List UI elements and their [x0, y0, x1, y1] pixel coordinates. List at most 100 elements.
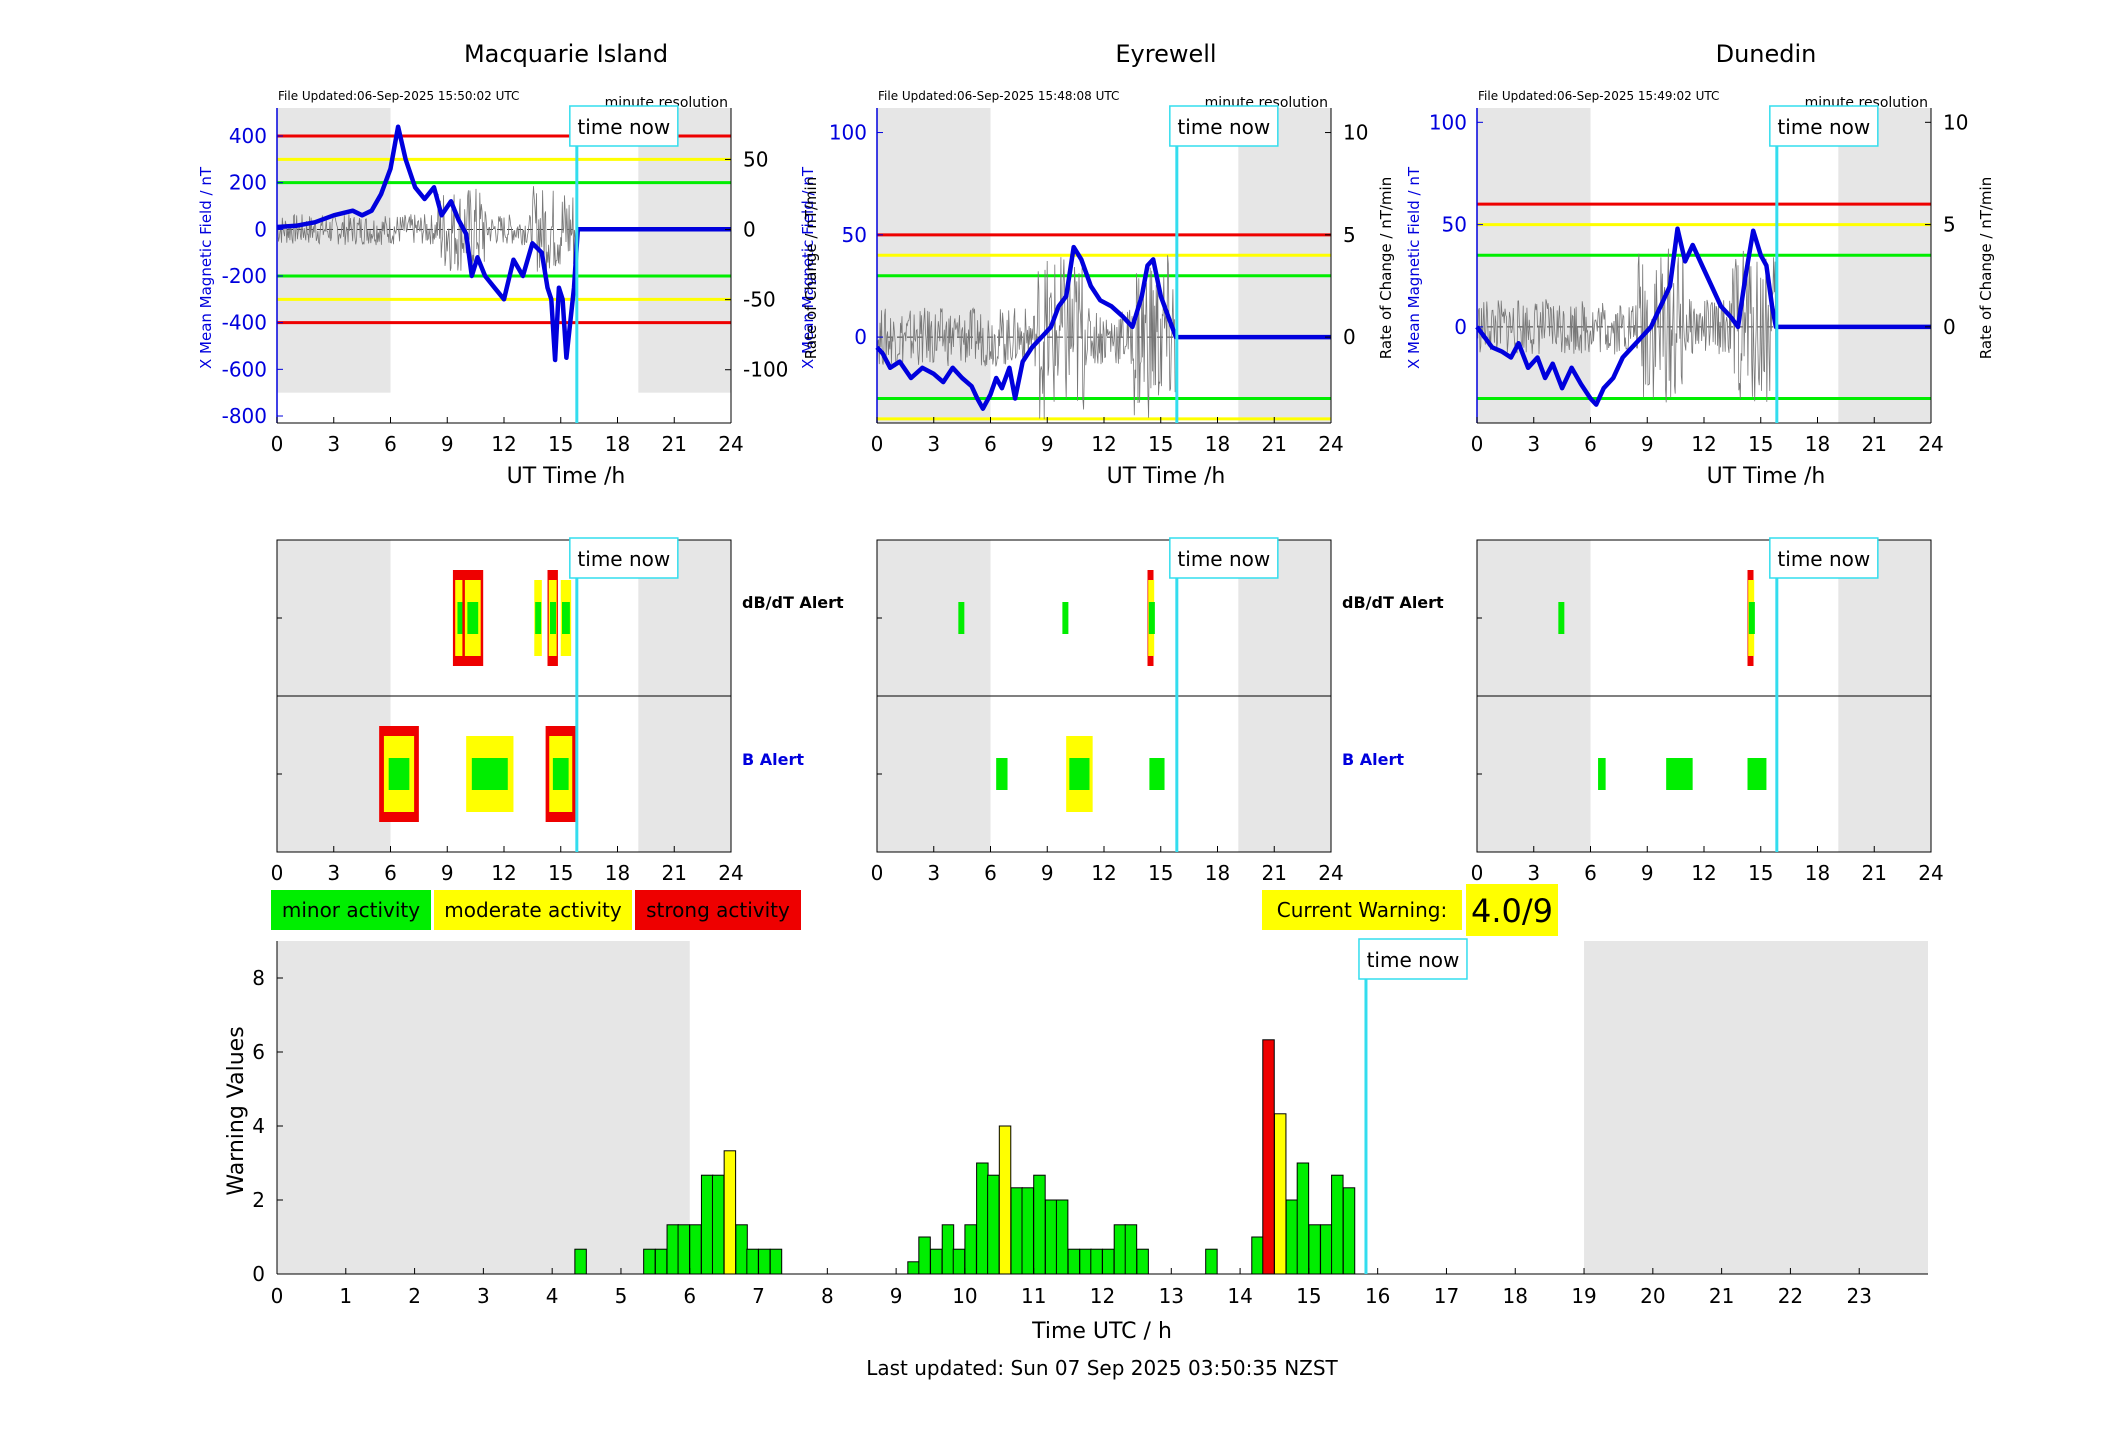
y-left-tick-label: 200: [229, 171, 267, 195]
warning-bar-minor: [1055, 1199, 1069, 1275]
now-label: time now: [1777, 115, 1870, 139]
x-tick-label: 6: [1584, 861, 1597, 885]
y-left-tick-label: -200: [222, 264, 267, 288]
x-tick-label: 0: [871, 432, 884, 456]
warning-bar-minor: [1067, 1248, 1081, 1275]
x-tick-label: 21: [1709, 1284, 1734, 1308]
warning-bar-minor: [1331, 1174, 1344, 1275]
xlabel-dunedin: UT Time /h: [1707, 464, 1826, 489]
y-left-tick-label: 50: [842, 223, 867, 247]
row-label-b-macquarie: B Alert: [742, 750, 804, 769]
x-tick-label: 8: [821, 1284, 834, 1308]
warning-bar-minor: [1308, 1224, 1321, 1275]
alert-event-minor: [552, 758, 569, 790]
macquarie-alert-plot: 0 3 6 9 12 15 18 21 24 time now: [271, 537, 744, 885]
x-tick-label: 24: [1318, 861, 1343, 885]
x-tick-label: 15: [1748, 432, 1773, 456]
warning-bar-strong: [1262, 1039, 1275, 1275]
macquarie-field-plot: 0 3 6 9 12 15 18 21 24 400 200 0 -200 -400 -600 -800 50 0…: [222, 105, 788, 456]
y-left-tick-label: 100: [1429, 110, 1467, 134]
eyrewell-alert-plot: 0 3 6 9 12 15 18 21 24 time now: [871, 537, 1344, 885]
ylabel-right-macquarie: Rate of Change / nT/min: [802, 177, 820, 359]
x-tick-label: 7: [752, 1284, 765, 1308]
alert-event-minor: [1748, 602, 1755, 634]
x-tick-label: 18: [1805, 432, 1830, 456]
x-tick-label: 21: [662, 861, 687, 885]
warning-bar-moderate: [723, 1150, 737, 1275]
x-tick-label: 3: [327, 432, 340, 456]
y-right-tick-label: 0: [743, 218, 756, 242]
x-tick-label: 9: [1041, 861, 1054, 885]
x-tick-label: 21: [1862, 861, 1887, 885]
x-tick-label: 16: [1365, 1284, 1390, 1308]
x-tick-label: 15: [548, 432, 573, 456]
x-tick-label: 6: [384, 861, 397, 885]
warning-bar-minor: [1124, 1224, 1138, 1275]
shade-region: [1838, 108, 1931, 423]
x-tick-label: 12: [1091, 432, 1116, 456]
x-tick-label: 9: [1041, 432, 1054, 456]
x-tick-label: 21: [1862, 432, 1887, 456]
now-label-box: [1769, 105, 1879, 147]
x-tick-label: 11: [1021, 1284, 1046, 1308]
x-tick-label: 12: [491, 861, 516, 885]
warning-bar-minor: [1033, 1174, 1046, 1275]
alert-event-minor: [1069, 758, 1090, 790]
warning-bar-minor: [711, 1174, 725, 1275]
alert-event-minor: [1149, 758, 1165, 790]
warning-bar-minor: [1285, 1199, 1299, 1275]
x-tick-label: 18: [605, 432, 630, 456]
x-tick-label: 3: [1527, 861, 1540, 885]
shade-region: [1238, 108, 1331, 423]
x-tick-label: 18: [1205, 432, 1230, 456]
alert-event-minor: [1598, 758, 1606, 790]
current-warning-value-box: [1466, 884, 1558, 936]
x-tick-label: 14: [1227, 1284, 1252, 1308]
shade-region: [277, 108, 391, 393]
warning-bar-minor: [1079, 1248, 1092, 1275]
x-tick-label: 0: [271, 861, 284, 885]
x-tick-label: 15: [1148, 432, 1173, 456]
y-tick-label: 0: [252, 1262, 265, 1286]
y-tick-label: 2: [252, 1188, 265, 1212]
x-tick-label: 6: [1584, 432, 1597, 456]
now-label: time now: [1177, 547, 1270, 571]
ylabel-left-dunedin: X Mean Magnetic Field / nT: [1405, 166, 1423, 369]
x-tick-label: 19: [1571, 1284, 1596, 1308]
x-tick-label: 12: [491, 432, 516, 456]
warning-bar-minor: [1090, 1248, 1103, 1275]
now-label: time now: [1367, 948, 1460, 972]
alert-event-minor: [471, 758, 508, 790]
warning-bar-minor: [987, 1174, 1000, 1275]
x-tick-label: 9: [1641, 432, 1654, 456]
x-tick-label: 9: [890, 1284, 903, 1308]
alert-event-minor: [467, 602, 479, 634]
warning-bar-minor: [1021, 1187, 1034, 1275]
warning-bar-minor: [1251, 1236, 1264, 1275]
row-label-dbdt-macquarie: dB/dT Alert: [742, 593, 844, 612]
row-label-b-eyrewell: B Alert: [1342, 750, 1404, 769]
x-tick-label: 23: [1846, 1284, 1871, 1308]
legend-minor-label: minor activity: [282, 898, 420, 922]
rate-of-change-trace: [876, 255, 1177, 420]
x-tick-label: 24: [1318, 432, 1343, 456]
warning-bar-minor: [941, 1224, 955, 1275]
warning-bar-minor: [1296, 1162, 1310, 1275]
warning-bar-minor: [758, 1248, 771, 1275]
x-tick-label: 12: [1691, 861, 1716, 885]
shade-region: [1477, 108, 1591, 423]
legend-strong-swatch: [635, 890, 801, 930]
y-right-tick-label: -50: [743, 288, 776, 312]
alert-event-minor: [561, 602, 570, 634]
alert-event-minor: [1148, 602, 1155, 634]
alert-event-minor: [535, 602, 542, 634]
x-tick-label: 10: [952, 1284, 977, 1308]
x-tick-label: 0: [271, 432, 284, 456]
warning-bar-minor: [769, 1248, 783, 1275]
x-tick-label: 12: [1691, 432, 1716, 456]
y-left-tick-label: 0: [254, 217, 267, 241]
y-right-tick-label: 0: [1943, 315, 1956, 339]
